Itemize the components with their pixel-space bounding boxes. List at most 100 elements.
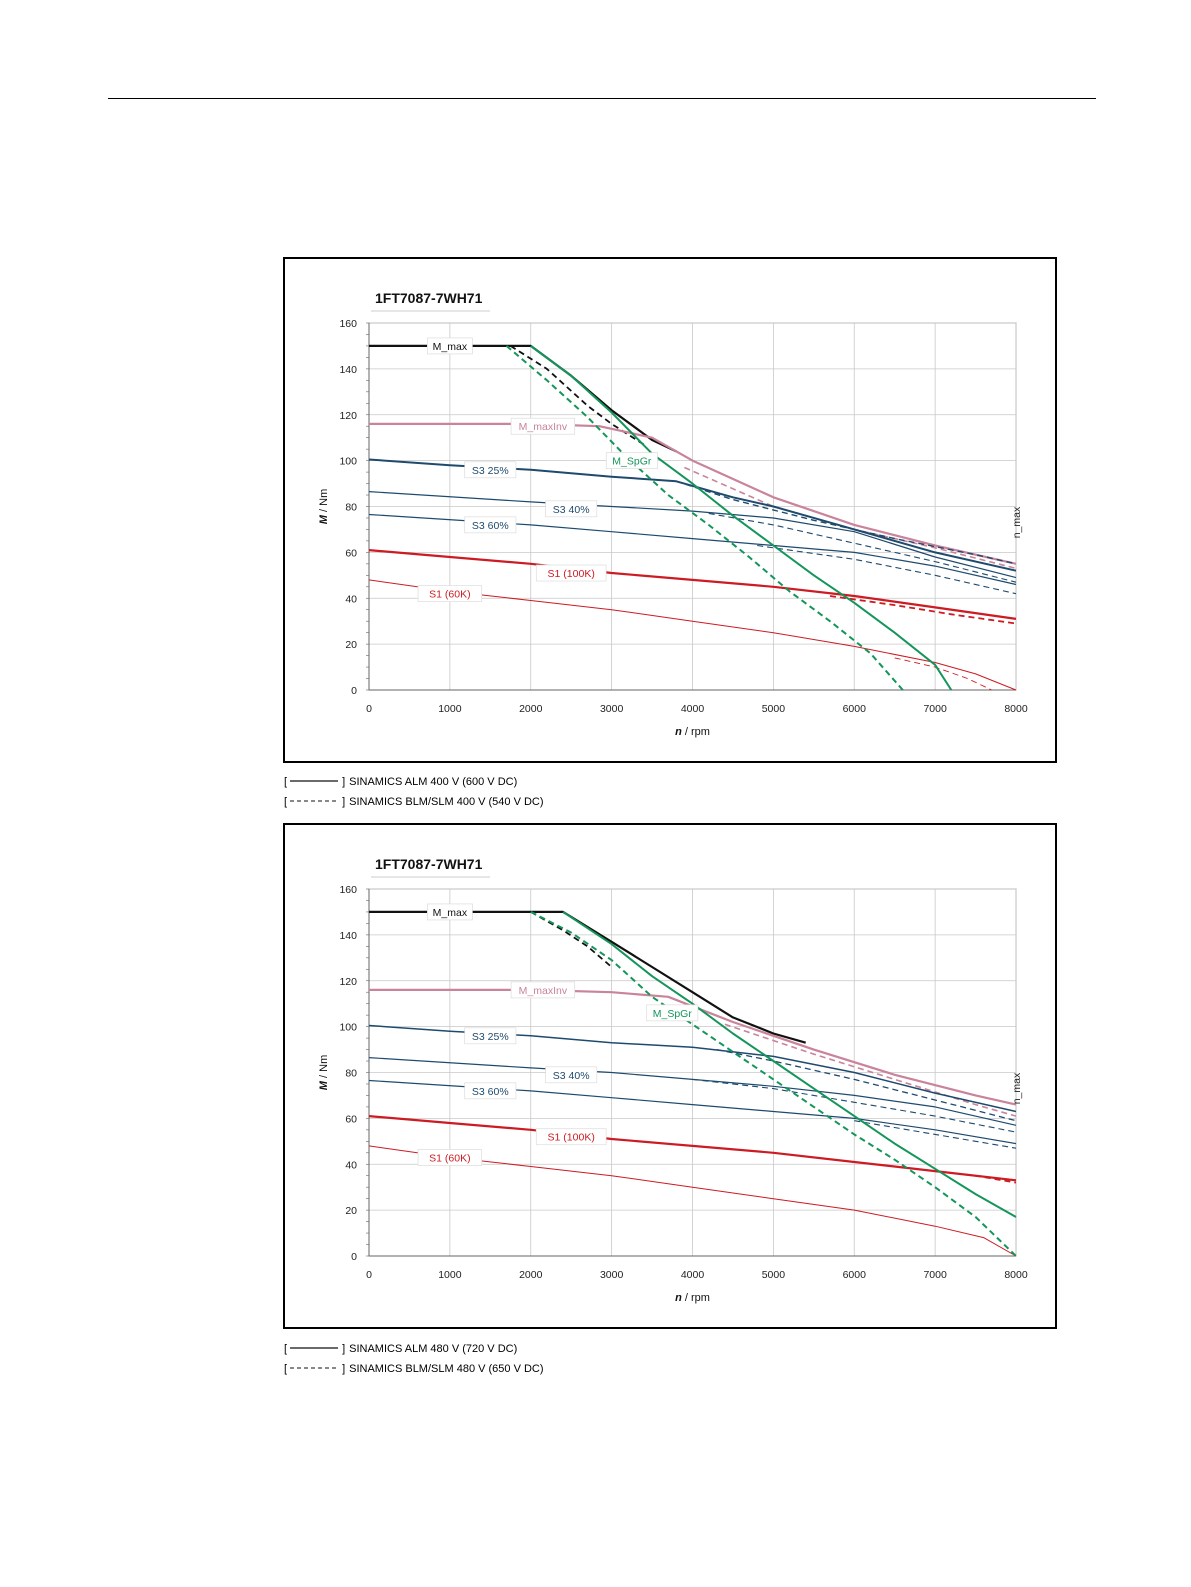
x-tick-label: 6000 xyxy=(843,703,867,715)
series-line-s1-100k xyxy=(368,1115,1017,1182)
legend-dashed-sample xyxy=(290,1359,339,1379)
y-tick-label: 0 xyxy=(351,685,357,697)
series-line-s1-100k-blm-slm xyxy=(934,1170,1017,1184)
series-line-s1-60k xyxy=(368,1145,1017,1257)
curve-label-text: M_maxInv xyxy=(519,421,568,433)
curve-label-box xyxy=(417,585,483,603)
curve-label: S1 (100K) xyxy=(535,564,607,582)
curve-label: M_SpGr xyxy=(646,1004,699,1022)
x-tick-label: 8000 xyxy=(1004,703,1028,715)
legend-text: SINAMICS ALM 480 V (720 V DC) xyxy=(349,1343,518,1355)
legend-bracket-open: [ xyxy=(284,1343,288,1355)
curve-label-text: M_SpGr xyxy=(653,1008,693,1020)
curve-label: M_maxInv xyxy=(510,981,576,999)
curve-label-box xyxy=(464,1027,517,1045)
curve-label: S3 40% xyxy=(545,1066,598,1084)
curve-label-box xyxy=(535,564,607,582)
y-tick-label: 80 xyxy=(345,1068,357,1080)
series-line-s3-60-blm-slm xyxy=(854,1120,1017,1149)
y-tick-label: 100 xyxy=(339,1022,357,1034)
header-rule xyxy=(108,98,1096,99)
curve-label: S1 (60K) xyxy=(417,585,483,603)
legend-text: SINAMICS BLM/SLM 480 V (650 V DC) xyxy=(349,1363,544,1375)
curve-label-box xyxy=(464,461,517,479)
legend-text: SINAMICS ALM 400 V (600 V DC) xyxy=(349,776,518,788)
y-tick-label: 140 xyxy=(339,364,357,376)
legend-bracket-close: ] xyxy=(342,796,346,808)
x-tick-label: 1000 xyxy=(438,703,462,715)
y-tick-label: 20 xyxy=(345,1205,357,1217)
series-line-s1-100k xyxy=(368,549,1017,620)
curve-label-text: S1 (60K) xyxy=(429,1152,470,1164)
x-tick-label: 2000 xyxy=(519,703,543,715)
series-line-m-max-blm-slm xyxy=(530,911,613,968)
series-line-m-max xyxy=(369,910,807,1044)
legend-row-dashed: [ ] SINAMICS BLM/SLM 480 V (650 V DC) xyxy=(284,1359,544,1379)
chart-frame-1: 1FT7087-7WH71 0 1000 2000 3000 4000 5000 6000 70… xyxy=(283,257,1057,763)
series-line-s3-60-blm-slm xyxy=(757,544,1017,595)
series-line-m-spgr-blm-slm xyxy=(530,911,1017,1257)
legend-bracket-close: ] xyxy=(342,1343,346,1355)
legend-2: [ ] SINAMICS ALM 480 V (720 V DC) [ ] SI… xyxy=(284,1339,544,1379)
x-tick-label: 8000 xyxy=(1004,1269,1028,1281)
x-tick-label: 5000 xyxy=(762,703,786,715)
curve-label-text: S1 (100K) xyxy=(548,568,595,580)
legend-row-solid: [ ] SINAMICS ALM 480 V (720 V DC) xyxy=(284,1339,544,1359)
legend-bracket-open: [ xyxy=(284,776,288,788)
curve-label-text: S3 40% xyxy=(553,1070,590,1082)
curve-label-box xyxy=(646,1004,699,1022)
curve-label: M_SpGr xyxy=(605,452,658,469)
curve-label-text: S3 25% xyxy=(472,465,509,477)
series-line-s3-25-blm-slm xyxy=(676,480,1017,565)
curve-label-box xyxy=(427,337,473,355)
legend-dashed-sample xyxy=(290,792,339,812)
curve-label-box xyxy=(510,417,576,435)
curve-label-box xyxy=(464,516,517,534)
x-tick-label: 4000 xyxy=(681,1269,705,1281)
legend-bracket-close: ] xyxy=(342,776,346,788)
curve-label-text: S3 60% xyxy=(472,520,509,532)
curve-label-box xyxy=(545,500,598,518)
curve-label-text: S1 (60K) xyxy=(429,589,470,601)
x-tick-label: 3000 xyxy=(600,703,624,715)
series-line-s3-25-blm-slm xyxy=(716,1048,1017,1122)
chart-title: 1FT7087-7WH71 xyxy=(375,856,483,872)
curve-label: S1 (100K) xyxy=(535,1128,607,1146)
legend-bracket-close: ] xyxy=(342,1363,346,1375)
x-tick-label: 7000 xyxy=(923,1269,947,1281)
y-tick-label: 20 xyxy=(345,639,357,651)
curve-label: S3 60% xyxy=(464,1082,517,1100)
curve-label-text: S1 (100K) xyxy=(548,1132,595,1144)
y-tick-label: 140 xyxy=(339,930,357,942)
n-max-label: n_max xyxy=(1011,506,1023,538)
x-tick-label: 4000 xyxy=(681,703,705,715)
y-tick-label: 160 xyxy=(339,884,357,896)
x-axis-label: n / rpm xyxy=(675,726,710,738)
curve-label-box xyxy=(464,1082,517,1100)
legend-bracket-open: [ xyxy=(284,1363,288,1375)
series-line-s3-60 xyxy=(368,513,1017,586)
y-tick-label: 100 xyxy=(339,456,357,468)
x-tick-label: 6000 xyxy=(843,1269,867,1281)
curve-label-box xyxy=(510,981,576,999)
curve-label: S3 60% xyxy=(464,516,517,534)
series-line-s1-60k-blm-slm xyxy=(894,657,992,691)
n-max-label: n_max xyxy=(1011,1072,1023,1104)
curve-label: M_maxInv xyxy=(510,417,576,435)
chart-frame-2: 1FT7087-7WH71 0 1000 2000 3000 4000 5000 6000 70… xyxy=(283,823,1057,1329)
chart-title: 1FT7087-7WH71 xyxy=(375,290,483,306)
legend-1: [ ] SINAMICS ALM 400 V (600 V DC) [ ] SI… xyxy=(284,772,544,812)
y-axis-label: M / Nm xyxy=(318,1055,330,1090)
series-line-m-spgr-blm-slm xyxy=(505,345,904,691)
curve-label: S3 25% xyxy=(464,461,517,479)
legend-row-dashed: [ ] SINAMICS BLM/SLM 400 V (540 V DC) xyxy=(284,792,544,812)
series-line-s1-100k-blm-slm xyxy=(829,595,1017,625)
y-tick-label: 120 xyxy=(339,976,357,988)
y-tick-label: 40 xyxy=(345,593,357,605)
y-axis-label: M / Nm xyxy=(318,489,330,524)
x-tick-label: 0 xyxy=(366,703,372,715)
curve-label-text: M_SpGr xyxy=(612,456,652,468)
legend-solid-sample xyxy=(290,772,339,792)
